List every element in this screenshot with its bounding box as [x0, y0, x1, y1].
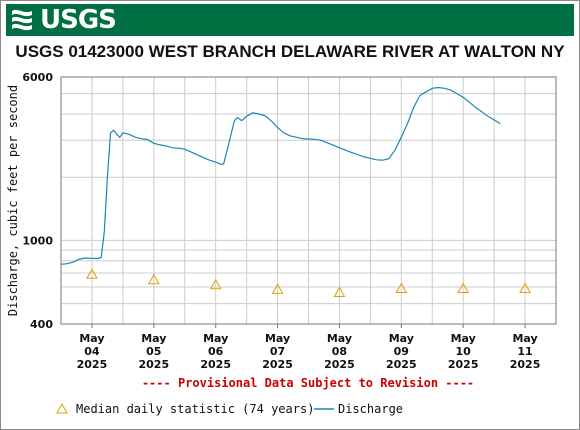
- x-tick-label: 2025: [448, 358, 479, 371]
- legend: Median daily statistic (74 years) Dischar…: [56, 402, 403, 416]
- x-tick-label: 10: [456, 345, 472, 358]
- x-tick-label: 05: [146, 345, 161, 358]
- x-tick-label: 2025: [510, 358, 541, 371]
- legend-label-median: Median daily statistic (74 years): [76, 402, 314, 416]
- x-tick-label: 2025: [386, 358, 417, 371]
- median-marker: [271, 283, 284, 294]
- x-tick-label: May: [327, 332, 352, 345]
- x-tick-label: 07: [270, 345, 285, 358]
- x-tick-label: 09: [394, 345, 409, 358]
- legend-triangle-icon: [56, 402, 68, 414]
- median-marker: [147, 273, 160, 285]
- x-tick-label: 2025: [200, 358, 231, 371]
- x-tick-label: 04: [84, 345, 100, 358]
- usgs-wave-icon: [12, 9, 32, 31]
- discharge-line: [60, 86, 501, 265]
- y-tick-label: 400: [30, 318, 53, 331]
- x-tick-label: 2025: [324, 358, 355, 371]
- chart-title: USGS 01423000 WEST BRANCH DELAWARE RIVER…: [15, 42, 565, 61]
- x-tick-label: May: [389, 332, 414, 345]
- legend-label-discharge: Discharge: [338, 402, 403, 416]
- x-tick-label: May: [203, 332, 228, 345]
- grid: [61, 77, 556, 324]
- median-marker: [86, 268, 98, 279]
- x-tick-label: 2025: [77, 358, 108, 371]
- usgs-logo-text: USGS: [40, 5, 117, 35]
- x-tick-label: May: [512, 332, 537, 345]
- x-tick-label: May: [141, 332, 166, 345]
- x-tick-label: 06: [208, 345, 224, 358]
- x-tick-label: 2025: [139, 358, 170, 371]
- x-tick-label: May: [265, 332, 290, 345]
- median-marker: [209, 278, 222, 290]
- plot-area: [60, 76, 557, 325]
- median-marker: [519, 282, 531, 294]
- x-tick-label: 2025: [262, 358, 293, 371]
- y-axis-label: Discharge, cubic feet per second: [6, 85, 20, 316]
- x-tick-label: May: [451, 332, 476, 345]
- axes: 40010006000May042025May052025May062025Ma…: [22, 71, 540, 371]
- median-marker: [395, 282, 408, 294]
- usgs-banner: USGS: [6, 4, 574, 36]
- series-layer: [60, 86, 531, 297]
- median-marker: [333, 286, 346, 297]
- provisional-note: ---- Provisional Data Subject to Revisio…: [142, 376, 474, 390]
- x-tick-label: 08: [332, 345, 347, 358]
- x-tick-label: 11: [517, 345, 532, 358]
- median-marker: [457, 282, 470, 294]
- y-tick-label: 1000: [22, 234, 53, 247]
- x-tick-label: May: [79, 332, 104, 345]
- y-tick-label: 6000: [22, 71, 53, 84]
